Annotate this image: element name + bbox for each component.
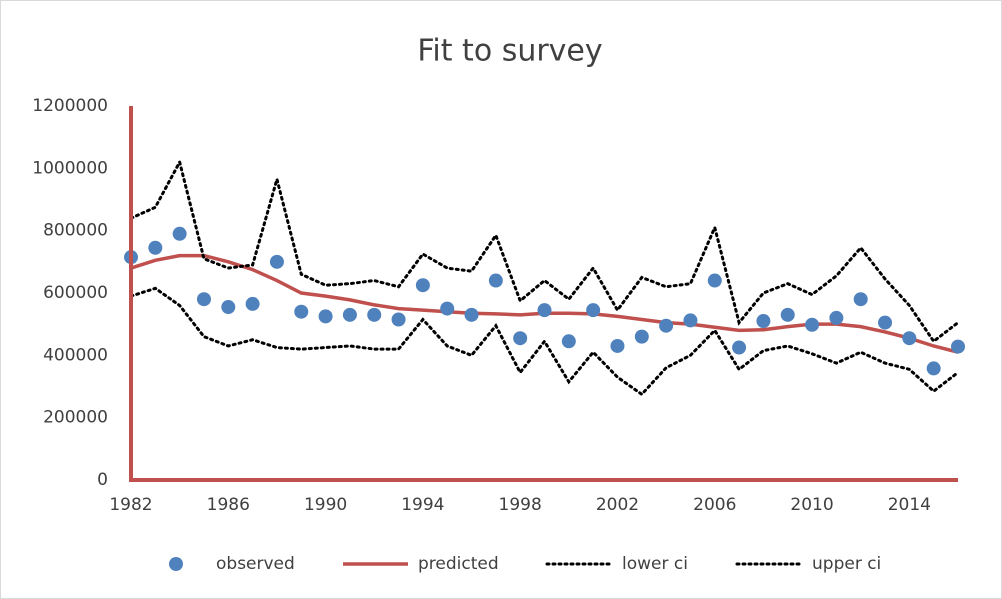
data-point <box>318 309 333 324</box>
y-tick-label: 1200000 <box>32 96 108 116</box>
x-tick-label: 1990 <box>304 495 347 515</box>
data-point <box>902 331 917 346</box>
x-tick-label: 2006 <box>693 495 736 515</box>
data-point <box>780 307 795 322</box>
data-point <box>756 314 771 329</box>
legend-label: predicted <box>418 554 499 574</box>
data-point <box>172 226 187 241</box>
legend-label: lower ci <box>622 554 688 574</box>
data-point <box>367 307 382 322</box>
x-tick-label: 2014 <box>888 495 931 515</box>
y-tick-label: 1000000 <box>32 158 108 178</box>
data-point <box>269 254 284 269</box>
data-point <box>513 331 528 346</box>
data-point <box>294 304 309 319</box>
y-tick-label: 400000 <box>43 345 108 365</box>
series-line <box>129 286 960 397</box>
data-point <box>878 315 893 330</box>
data-point <box>464 307 479 322</box>
legend-label: observed <box>216 554 295 574</box>
data-point <box>537 303 552 318</box>
data-point <box>245 296 260 311</box>
data-point <box>707 273 722 288</box>
data-point <box>853 292 868 307</box>
y-tick-label: 800000 <box>43 221 108 241</box>
data-point <box>586 303 601 318</box>
data-point <box>732 340 747 355</box>
data-point <box>805 317 820 332</box>
data-point <box>148 240 163 255</box>
data-point <box>488 273 503 288</box>
legend-marker <box>169 557 183 571</box>
x-tick-label: 1998 <box>499 495 542 515</box>
data-point <box>221 300 236 315</box>
data-point <box>926 361 941 376</box>
series-line <box>129 157 960 344</box>
data-point <box>440 301 455 316</box>
data-point <box>951 339 965 354</box>
x-tick-label: 1986 <box>207 495 250 515</box>
data-point <box>829 310 844 325</box>
data-point <box>196 292 211 307</box>
x-tick-label: 2010 <box>790 495 833 515</box>
data-point <box>634 329 649 344</box>
data-point <box>610 338 625 353</box>
data-point <box>659 318 674 333</box>
x-tick-label: 1982 <box>109 495 152 515</box>
legend-label: upper ci <box>812 554 881 574</box>
data-point <box>415 278 430 293</box>
y-tick-label: 0 <box>97 470 108 490</box>
chart-title: Fit to survey <box>417 34 602 69</box>
data-point <box>391 312 406 327</box>
data-point <box>683 313 698 328</box>
x-tick-label: 1994 <box>401 495 444 515</box>
x-tick-label: 2002 <box>596 495 639 515</box>
data-point <box>342 307 357 322</box>
y-tick-label: 600000 <box>43 283 108 303</box>
y-tick-label: 200000 <box>43 408 108 428</box>
data-point <box>561 334 576 349</box>
